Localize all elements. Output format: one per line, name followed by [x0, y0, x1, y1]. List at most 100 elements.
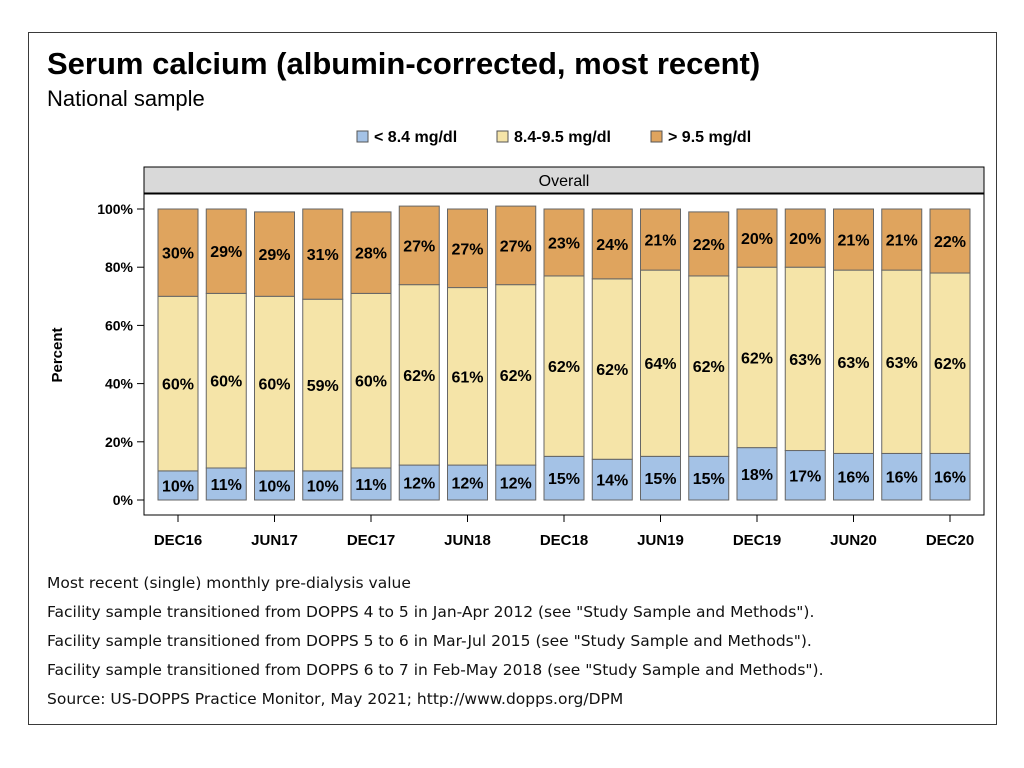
bar-segment [688, 211, 730, 277]
bar-data-label: 16% [934, 470, 966, 487]
bar-segment [447, 287, 488, 466]
bar-data-label: 62% [741, 350, 773, 367]
bar-segment [833, 269, 874, 454]
bar-segment [591, 208, 633, 280]
bar-segment [157, 208, 199, 297]
bar-data-label: 16% [837, 470, 869, 487]
bar-data-label: 60% [162, 377, 194, 394]
bar-data-label: 63% [837, 355, 869, 372]
bar-data-label: 10% [258, 478, 290, 495]
bar-data-label: 60% [258, 377, 290, 394]
bar-data-label: 11% [211, 477, 242, 494]
bar-segment [157, 295, 199, 472]
legend-label: < 8.4 mg/dl [374, 129, 457, 146]
y-tick-label: 60% [105, 317, 134, 333]
bar-segment [640, 455, 681, 501]
bar-data-label: 59% [307, 378, 339, 395]
bar-segment [881, 269, 923, 454]
chart-subtitle: National sample [47, 86, 205, 111]
footnote-2: Facility sample transitioned from DOPPS … [47, 603, 815, 621]
panel-header [143, 166, 985, 194]
legend-swatch [650, 130, 663, 143]
bar-data-label: 12% [403, 476, 435, 493]
bar-segment [447, 464, 488, 501]
bar-segment [398, 205, 440, 286]
bar-data-label: 21% [837, 233, 869, 250]
bar-data-label: 15% [644, 471, 676, 488]
bar-segment [640, 269, 681, 457]
bar-data-label: 16% [886, 470, 918, 487]
y-tick-label: 0% [113, 492, 134, 508]
bar-segment [688, 275, 730, 457]
bar-segment [447, 208, 488, 289]
footnote-3: Facility sample transitioned from DOPPS … [47, 632, 812, 650]
bar-segment [784, 266, 826, 452]
bar-data-label: 63% [789, 352, 821, 369]
bar-segment [543, 455, 585, 501]
x-tick-label: JUN18 [444, 532, 491, 549]
bar-data-label: 17% [789, 468, 821, 485]
panel-header-label: Overall [539, 173, 590, 190]
bar-data-label: 23% [548, 235, 580, 252]
x-tick-label: DEC20 [926, 532, 974, 549]
bar-data-label: 27% [451, 241, 483, 258]
bar-data-label: 62% [500, 368, 532, 385]
bar-data-label: 21% [644, 233, 676, 250]
bar-data-label: 27% [500, 238, 532, 255]
chart-title: Serum calcium (albumin-corrected, most r… [47, 46, 761, 81]
legend-swatch [356, 130, 369, 143]
bar-segment [881, 452, 923, 501]
x-tick-label: JUN17 [251, 532, 298, 549]
bar-segment [495, 205, 537, 286]
bar-data-label: 62% [934, 356, 966, 373]
bar-data-label: 12% [500, 476, 532, 493]
y-tick-label: 40% [105, 376, 134, 392]
legend-swatch [496, 130, 509, 143]
bar-segment [591, 458, 633, 501]
bar-data-label: 62% [403, 368, 435, 385]
bar-data-label: 15% [693, 471, 725, 488]
bar-data-label: 29% [258, 247, 290, 264]
bar-data-label: 15% [548, 471, 580, 488]
y-axis-label: Percent [49, 327, 66, 382]
bar-data-label: 63% [886, 355, 918, 372]
bar-data-label: 21% [886, 233, 918, 250]
bar-segment [350, 467, 392, 501]
bar-segment [495, 284, 537, 466]
bar-segment [543, 275, 585, 457]
bar-data-label: 22% [693, 237, 725, 254]
bar-data-label: 62% [693, 359, 725, 376]
bar-segment [784, 450, 826, 501]
bar-data-label: 28% [355, 246, 387, 263]
bar-segment [929, 452, 971, 501]
footnote-1: Most recent (single) monthly pre-dialysi… [47, 574, 411, 592]
bar-data-label: 24% [596, 237, 628, 254]
bar-segment [640, 208, 681, 271]
legend-label: 8.4-9.5 mg/dl [514, 129, 611, 146]
bar-segment [302, 208, 344, 300]
bar-segment [398, 284, 440, 466]
bar-segment [302, 298, 344, 472]
bar-segment [833, 452, 874, 501]
y-tick-label: 80% [105, 259, 134, 275]
footnote-4: Facility sample transitioned from DOPPS … [47, 661, 824, 679]
bar-data-label: 29% [210, 244, 242, 261]
bar-data-label: 60% [355, 374, 387, 391]
bar-data-label: 11% [355, 477, 386, 494]
x-tick-label: JUN20 [830, 532, 877, 549]
bar-data-label: 20% [741, 231, 773, 248]
bar-data-label: 22% [934, 234, 966, 251]
bar-data-label: 30% [162, 246, 194, 263]
x-tick-label: DEC16 [154, 532, 202, 549]
y-tick-label: 20% [105, 434, 134, 450]
bar-data-label: 18% [741, 467, 773, 484]
bar-segment [350, 211, 392, 294]
bar-data-label: 62% [596, 362, 628, 379]
bar-data-label: 10% [162, 478, 194, 495]
bar-segment [736, 447, 778, 501]
x-tick-label: DEC19 [733, 532, 781, 549]
bar-segment [929, 272, 971, 454]
legend-label: > 9.5 mg/dl [668, 129, 751, 146]
bar-segment [254, 211, 295, 297]
